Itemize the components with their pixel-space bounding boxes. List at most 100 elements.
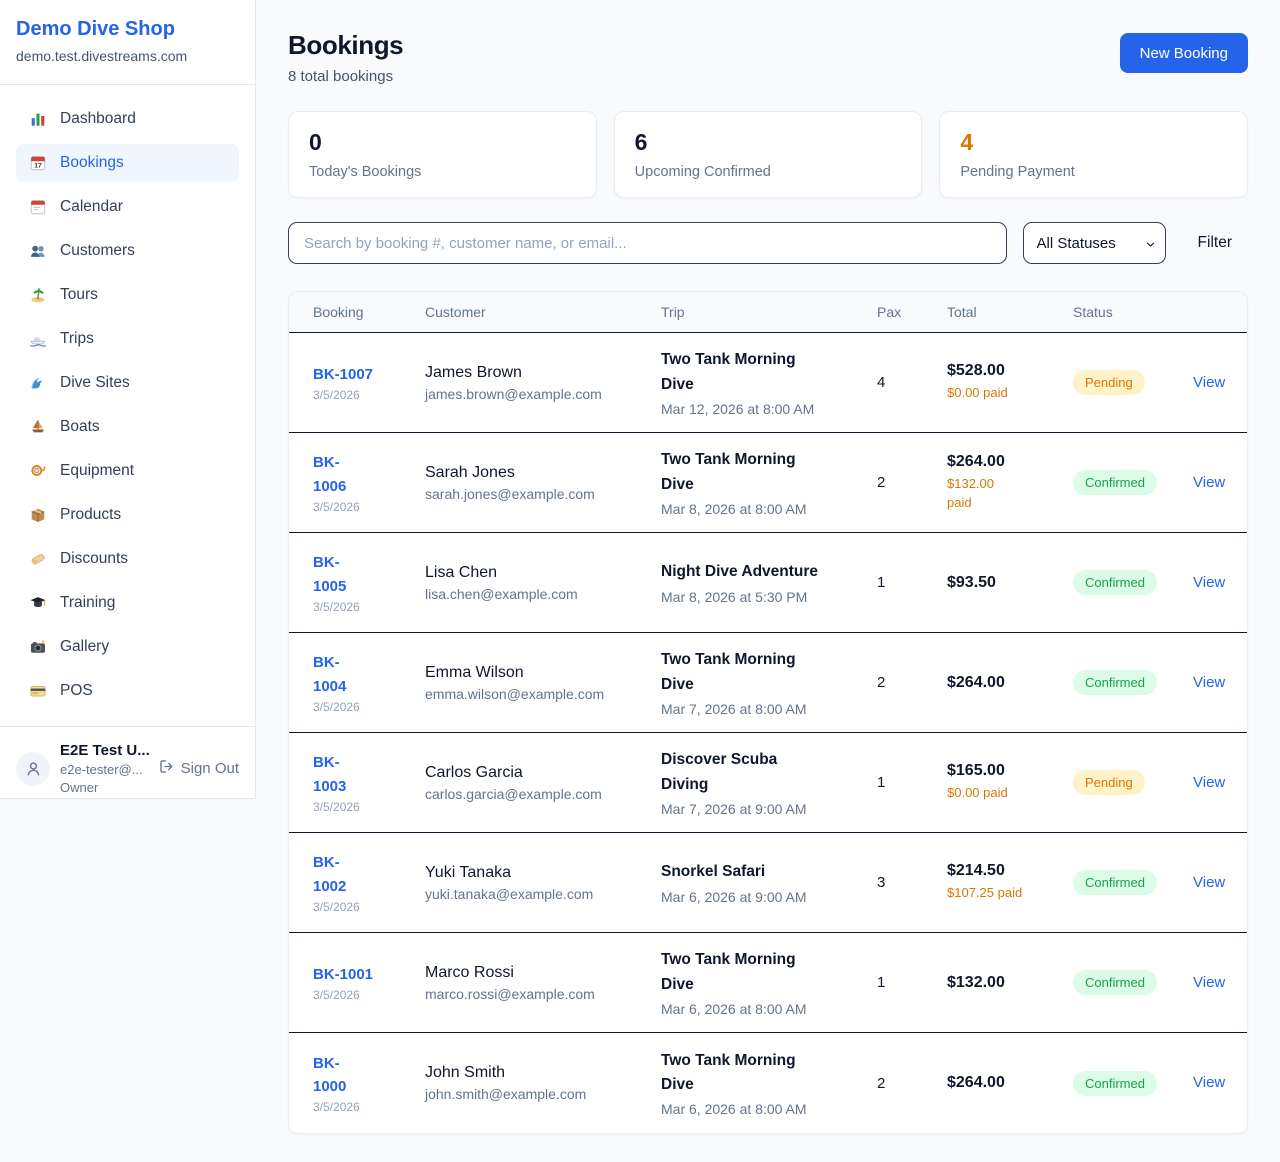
user-box: E2E Test U... e2e-tester@... Owner Sign … [0, 726, 255, 810]
view-link[interactable]: View [1193, 473, 1226, 491]
pax-cell: 2 [877, 474, 886, 491]
booking-date: 3/5/2026 [313, 899, 360, 914]
actions-cell: View [1193, 874, 1225, 892]
actions-cell: View [1193, 974, 1225, 992]
view-link[interactable]: View [1193, 373, 1226, 391]
sidebar-item-dive-sites[interactable]: Dive Sites [16, 364, 239, 402]
sidebar-item-bookings[interactable]: 17 Bookings [16, 144, 239, 182]
status-cell: Confirmed [1073, 670, 1193, 695]
view-link[interactable]: View [1193, 773, 1226, 791]
view-link[interactable]: View [1193, 873, 1226, 891]
booking-id-link[interactable]: BK-1001 [313, 965, 374, 983]
sidebar-item-customers[interactable]: Customers [16, 232, 239, 270]
trip-datetime: Mar 6, 2026 at 9:00 AM [661, 888, 807, 905]
status-badge: Confirmed [1073, 870, 1157, 895]
people-icon [28, 241, 48, 261]
sidebar-item-gallery[interactable]: Gallery [16, 628, 239, 666]
total-amount: $528.00 [947, 362, 1005, 380]
status-cell: Confirmed [1073, 970, 1193, 995]
trip-cell: Two Tank Morning Dive Mar 12, 2026 at 8:… [661, 348, 877, 416]
trip-name: Two Tank Morning Dive [661, 451, 796, 493]
package-icon [28, 505, 48, 525]
booking-date: 3/5/2026 [313, 699, 360, 714]
table-row: BK-1007 3/5/2026 James Brown james.brown… [289, 333, 1247, 433]
customer-cell: Sarah Jones sarah.jones@example.com [425, 464, 661, 502]
booking-id-link[interactable]: BK- 1006 [313, 454, 347, 495]
booking-cell: BK- 1002 3/5/2026 [313, 851, 425, 914]
search-input[interactable] [288, 222, 1007, 264]
sidebar-item-label: Bookings [60, 154, 124, 171]
total-cell: $132.00 [947, 974, 1073, 992]
view-link[interactable]: View [1193, 973, 1226, 991]
trip-datetime: Mar 7, 2026 at 9:00 AM [661, 800, 807, 817]
sidebar-item-tours[interactable]: Tours [16, 276, 239, 314]
filter-button[interactable]: Filter [1197, 234, 1232, 251]
stat-card-upcoming-confirmed: 6 Upcoming Confirmed [613, 111, 923, 198]
sidebar-item-label: Dive Sites [60, 374, 130, 391]
sign-out-label: Sign Out [180, 760, 239, 778]
customer-cell: Carlos Garcia carlos.garcia@example.com [425, 764, 661, 802]
new-booking-button[interactable]: New Booking [1119, 33, 1248, 73]
sidebar-item-calendar[interactable]: Calendar [16, 188, 239, 226]
customer-name: Lisa Chen [425, 563, 498, 581]
sidebar-item-pos[interactable]: POS [16, 672, 239, 710]
trip-datetime: Mar 7, 2026 at 8:00 AM [661, 700, 807, 717]
stat-label: Today's Bookings [309, 164, 422, 180]
booking-cell: BK- 1006 3/5/2026 [313, 451, 425, 514]
camera-icon [28, 637, 48, 657]
booking-id-link[interactable]: BK- 1004 [313, 654, 347, 695]
sidebar-item-label: Customers [60, 242, 135, 259]
main-content: Bookings 8 total bookings New Booking 0 … [256, 0, 1280, 1134]
customer-email: lisa.chen@example.com [425, 585, 578, 602]
status-cell: Confirmed [1073, 570, 1193, 595]
credit-card-icon [28, 681, 48, 701]
customer-name: Emma Wilson [425, 663, 524, 681]
status-select[interactable]: All Statuses [1022, 222, 1166, 264]
sidebar-item-boats[interactable]: Boats [16, 408, 239, 446]
page-title: Bookings [288, 30, 404, 60]
booking-id-link[interactable]: BK- 1002 [313, 854, 347, 895]
calendar-17-icon: 17 [28, 153, 48, 173]
paid-amount: $0.00 paid [947, 785, 1008, 801]
trip-datetime: Mar 8, 2026 at 8:00 AM [661, 500, 807, 517]
booking-date: 3/5/2026 [313, 499, 360, 514]
trip-name: Snorkel Safari [661, 863, 766, 881]
booking-date: 3/5/2026 [313, 1100, 360, 1115]
total-cell: $264.00 [947, 1074, 1073, 1092]
status-badge: Pending [1073, 770, 1145, 795]
bar-chart-icon [28, 109, 48, 129]
booking-id-link[interactable]: BK- 1005 [313, 554, 347, 595]
trip-datetime: Mar 8, 2026 at 5:30 PM [661, 588, 808, 605]
booking-id-link[interactable]: BK- 1003 [313, 754, 347, 795]
booking-id-link[interactable]: BK- 1000 [313, 1054, 347, 1095]
sidebar-item-discounts[interactable]: Discounts [16, 540, 239, 578]
sidebar-item-dashboard[interactable]: Dashboard [16, 100, 239, 138]
customer-email: john.smith@example.com [425, 1086, 587, 1102]
table-row: BK- 1002 3/5/2026 Yuki Tanaka yuki.tanak… [289, 833, 1247, 933]
sidebar-item-products[interactable]: Products [16, 496, 239, 534]
total-amount: $264.00 [947, 452, 1005, 470]
sidebar-item-training[interactable]: Training [16, 584, 239, 622]
sidebar-item-label: Gallery [60, 638, 110, 655]
shop-name: Demo Dive Shop [16, 18, 175, 40]
col-header-customer: Customer [425, 304, 486, 320]
col-header-status: Status [1073, 304, 1113, 320]
total-amount: $165.00 [947, 762, 1005, 780]
sign-out-button[interactable]: Sign Out [158, 758, 239, 779]
pax-cell: 2 [877, 674, 886, 691]
sidebar-item-equipment[interactable]: Equipment [16, 452, 239, 490]
stat-value: 4 [960, 129, 974, 155]
view-link[interactable]: View [1193, 673, 1226, 691]
sidebar-item-label: Products [60, 506, 122, 523]
total-cell: $165.00 $0.00 paid [947, 762, 1073, 803]
view-link[interactable]: View [1193, 1074, 1226, 1091]
booking-id-link[interactable]: BK-1007 [313, 365, 374, 383]
sidebar-item-trips[interactable]: Trips [16, 320, 239, 358]
customer-cell: Marco Rossi marco.rossi@example.com [425, 964, 661, 1002]
status-cell: Confirmed [1073, 1070, 1193, 1096]
view-link[interactable]: View [1193, 573, 1226, 591]
status-badge: Confirmed [1073, 1070, 1157, 1096]
customer-email: james.brown@example.com [425, 385, 602, 402]
table-row: BK- 1000 3/5/2026 John Smith john.smith@… [289, 1033, 1247, 1133]
tear-off-calendar-icon [28, 197, 48, 217]
